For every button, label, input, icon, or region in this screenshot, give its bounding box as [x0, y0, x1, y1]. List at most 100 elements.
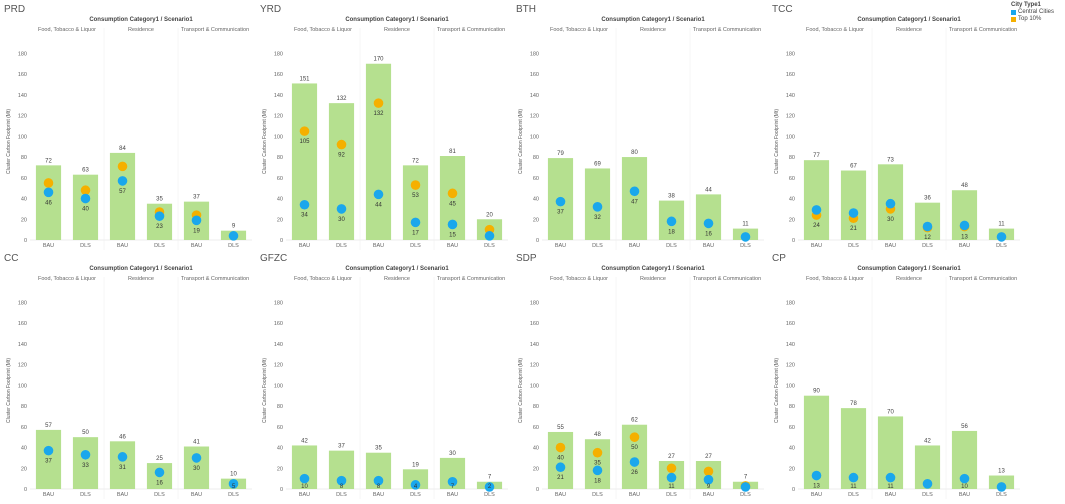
bar-value-label: 78	[850, 401, 857, 407]
point-value-label: 30	[887, 217, 894, 223]
x-tick-label: DLS	[410, 243, 421, 249]
point-value-label: 105	[299, 139, 310, 145]
bar-value-label: 13	[998, 469, 1005, 475]
chart-panel-yrd: YRD Consumption Category1 / Scenario1 Food…	[260, 4, 508, 250]
y-tick-label: 100	[786, 383, 795, 389]
group-label: Transport & Communication	[693, 27, 761, 33]
y-axis-label: Cluster Carbon Footprint (Mt)	[6, 109, 12, 174]
top10-point	[299, 126, 310, 136]
bar-value-label: 72	[45, 158, 52, 164]
central-city-point	[447, 219, 458, 230]
y-tick-label: 140	[18, 342, 27, 348]
bar-value-label: 38	[668, 194, 675, 200]
point-value-label: 46	[45, 200, 52, 206]
y-tick-label: 160	[530, 321, 539, 327]
y-tick-label: 0	[24, 487, 27, 493]
y-tick-label: 180	[274, 51, 283, 57]
legend-item-central-cities[interactable]: Central Cities	[1011, 9, 1065, 15]
panel-header: Consumption Category1 / Scenario1	[345, 266, 449, 272]
y-tick-label: 60	[789, 425, 795, 431]
x-tick-label: DLS	[336, 243, 347, 249]
point-value-label: 31	[119, 465, 126, 471]
bar-value-label: 27	[705, 454, 712, 460]
y-tick-label: 120	[18, 114, 27, 120]
x-tick-label: BAU	[191, 243, 202, 249]
x-tick-label: BAU	[959, 243, 970, 249]
y-axis-label: Cluster Carbon Footprint (Mt)	[262, 109, 268, 174]
y-axis-label: Cluster Carbon Footprint (Mt)	[262, 358, 268, 423]
y-tick-label: 180	[530, 51, 539, 57]
x-tick-label: DLS	[410, 492, 421, 498]
y-tick-label: 20	[21, 466, 27, 472]
x-tick-label: BAU	[447, 243, 458, 249]
chart-panel-sdp: SDP Consumption Category1 / Scenario1 Food…	[516, 253, 764, 499]
y-tick-label: 120	[786, 114, 795, 120]
central-city-point	[959, 473, 970, 484]
point-value-label: 11	[850, 484, 857, 490]
x-tick-label: BAU	[117, 492, 128, 498]
y-tick-label: 80	[21, 155, 27, 161]
group-label: Food, Tobacco & Liquor	[806, 27, 864, 33]
x-tick-label: DLS	[666, 492, 677, 498]
point-value-label: 9	[707, 484, 711, 490]
point-value-label: 32	[594, 215, 601, 221]
bar-value-label: 37	[338, 444, 345, 450]
x-tick-label: DLS	[484, 492, 495, 498]
x-tick-label: BAU	[447, 492, 458, 498]
legend-title: City Type1	[1011, 2, 1041, 8]
bar	[35, 429, 62, 489]
group-label: Food, Tobacco & Liquor	[294, 27, 352, 33]
central-city-point	[117, 176, 128, 186]
central-city-point	[154, 211, 165, 221]
point-value-label: 21	[850, 226, 857, 232]
x-tick-label: BAU	[703, 492, 714, 498]
group-label: Transport & Communication	[949, 27, 1017, 33]
point-value-label: 13	[961, 235, 968, 241]
group-label: Transport & Communication	[949, 276, 1017, 282]
y-tick-label: 180	[786, 51, 795, 57]
bar-value-label: 57	[45, 423, 52, 429]
x-tick-label: BAU	[629, 492, 640, 498]
point-value-label: 8	[377, 484, 381, 490]
x-tick-label: DLS	[848, 243, 859, 249]
y-tick-label: 180	[530, 300, 539, 306]
y-tick-label: 80	[277, 404, 283, 410]
x-tick-label: BAU	[299, 243, 310, 249]
x-tick-label: DLS	[80, 492, 91, 498]
y-tick-label: 140	[18, 93, 27, 99]
top10-point	[410, 180, 421, 190]
bar-value-label: 55	[557, 425, 564, 431]
x-tick-label: DLS	[848, 492, 859, 498]
point-value-label: 2	[488, 484, 492, 490]
point-value-label: 30	[338, 217, 345, 223]
y-tick-label: 180	[18, 51, 27, 57]
x-tick-label: BAU	[959, 492, 970, 498]
y-tick-label: 120	[530, 114, 539, 120]
y-tick-label: 20	[277, 466, 283, 472]
y-tick-label: 20	[789, 217, 795, 223]
chart-panel-gfzc: GFZC Consumption Category1 / Scenario1 Foo…	[260, 253, 508, 499]
y-tick-label: 80	[789, 155, 795, 161]
x-tick-label: BAU	[885, 492, 896, 498]
bar-value-label: 69	[594, 161, 601, 167]
bar	[402, 469, 429, 489]
bar	[109, 441, 136, 489]
point-value-label: 44	[375, 202, 382, 208]
panel-title: PRD	[4, 4, 25, 15]
point-value-label: 33	[82, 463, 89, 469]
bar-value-label: 90	[813, 389, 820, 395]
bar-value-label: 11	[742, 222, 749, 228]
x-tick-label: BAU	[555, 492, 566, 498]
legend-item-top10[interactable]: Top 10%	[1011, 16, 1065, 22]
top10-point	[80, 185, 91, 196]
central-city-point	[666, 216, 677, 227]
y-tick-label: 40	[21, 197, 27, 203]
group-label: Food, Tobacco & Liquor	[38, 276, 96, 282]
chart-panel-cc: CC Consumption Category1 / Scenario1 Food,…	[4, 253, 252, 499]
bar	[291, 83, 318, 240]
bar-value-label: 37	[193, 195, 200, 201]
bar-value-label: 79	[557, 151, 564, 157]
y-tick-label: 140	[274, 342, 283, 348]
